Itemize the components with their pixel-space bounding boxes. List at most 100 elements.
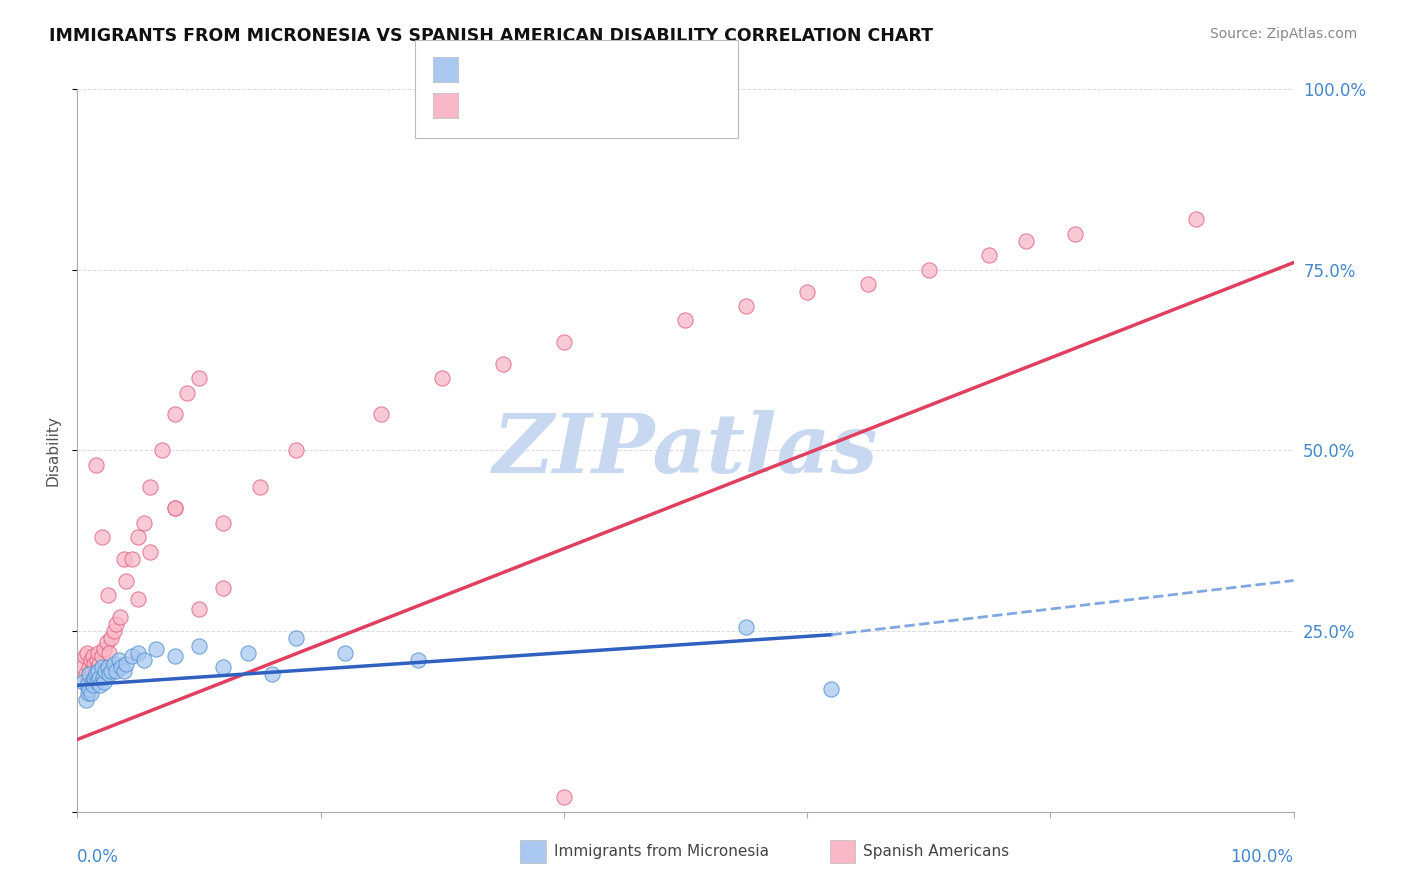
- Point: [76, 678, 98, 692]
- Point: [333, 646, 356, 660]
- Point: [735, 299, 758, 313]
- Point: [72, 674, 94, 689]
- Point: [796, 285, 818, 299]
- Point: [110, 660, 132, 674]
- Point: [105, 664, 128, 678]
- Point: [553, 334, 575, 349]
- Point: [93, 674, 115, 689]
- Point: [139, 544, 162, 558]
- Point: [87, 646, 110, 660]
- Point: [89, 678, 111, 692]
- Point: [285, 632, 308, 646]
- Point: [76, 646, 98, 660]
- Point: [80, 674, 103, 689]
- Text: IMMIGRANTS FROM MICRONESIA VS SPANISH AMERICAN DISABILITY CORRELATION CHART: IMMIGRANTS FROM MICRONESIA VS SPANISH AM…: [49, 27, 934, 45]
- Point: [79, 681, 101, 696]
- Text: R =: R =: [467, 61, 506, 78]
- Point: [105, 616, 128, 631]
- Point: [127, 530, 149, 544]
- Point: [370, 407, 392, 421]
- Point: [856, 277, 879, 292]
- Point: [97, 588, 120, 602]
- Point: [249, 480, 271, 494]
- Point: [97, 646, 120, 660]
- Point: [134, 653, 156, 667]
- Text: 0.182: 0.182: [506, 61, 564, 78]
- Point: [112, 664, 135, 678]
- Text: R =: R =: [467, 96, 506, 114]
- Point: [108, 609, 131, 624]
- Point: [103, 657, 125, 671]
- Y-axis label: Disability: Disability: [45, 415, 60, 486]
- Text: 59: 59: [609, 96, 634, 114]
- Point: [82, 678, 104, 692]
- Point: [675, 313, 697, 327]
- Point: [82, 649, 104, 664]
- Point: [107, 653, 129, 667]
- Point: [188, 602, 211, 616]
- Point: [72, 660, 94, 674]
- Point: [84, 664, 107, 678]
- Point: [115, 657, 138, 671]
- Point: [89, 671, 111, 685]
- Point: [152, 443, 174, 458]
- Point: [84, 458, 107, 472]
- Point: [90, 530, 112, 544]
- Point: [103, 624, 125, 639]
- Text: Immigrants from Micronesia: Immigrants from Micronesia: [554, 845, 769, 859]
- Point: [139, 480, 162, 494]
- Point: [100, 664, 122, 678]
- Text: 0.0%: 0.0%: [77, 847, 120, 866]
- Point: [73, 649, 96, 664]
- Point: [127, 646, 149, 660]
- Text: Spanish Americans: Spanish Americans: [863, 845, 1010, 859]
- Point: [75, 692, 97, 706]
- Point: [77, 685, 100, 699]
- Point: [89, 664, 111, 678]
- Point: [86, 653, 108, 667]
- Point: [97, 667, 120, 681]
- Point: [100, 632, 122, 646]
- Point: [121, 551, 143, 566]
- Text: 100.0%: 100.0%: [1230, 847, 1294, 866]
- Point: [820, 681, 842, 696]
- Point: [89, 657, 111, 671]
- Point: [91, 671, 114, 685]
- Point: [80, 653, 103, 667]
- Text: ZIPatlas: ZIPatlas: [492, 410, 879, 491]
- Point: [176, 385, 198, 400]
- Point: [163, 501, 186, 516]
- Point: [553, 790, 575, 805]
- Point: [1015, 234, 1038, 248]
- Point: [735, 620, 758, 634]
- Text: N =: N =: [569, 96, 609, 114]
- Text: 0.672: 0.672: [506, 96, 562, 114]
- Point: [163, 501, 186, 516]
- Point: [80, 685, 103, 699]
- Point: [1063, 227, 1085, 241]
- Text: Source: ZipAtlas.com: Source: ZipAtlas.com: [1209, 27, 1357, 41]
- Point: [212, 581, 235, 595]
- Point: [79, 660, 101, 674]
- Point: [127, 591, 149, 606]
- Point: [79, 667, 101, 681]
- Point: [87, 664, 110, 678]
- Point: [77, 671, 100, 685]
- Point: [75, 667, 97, 681]
- Point: [212, 516, 235, 530]
- Point: [86, 674, 108, 689]
- Point: [96, 635, 118, 649]
- Point: [94, 664, 117, 678]
- Point: [83, 657, 105, 671]
- Point: [212, 660, 235, 674]
- Point: [83, 671, 105, 685]
- Point: [97, 660, 120, 674]
- Point: [285, 443, 308, 458]
- Point: [236, 646, 259, 660]
- Point: [115, 574, 138, 588]
- Point: [1185, 212, 1208, 227]
- Point: [188, 371, 211, 385]
- Point: [430, 371, 453, 385]
- Point: [406, 653, 429, 667]
- Point: [121, 649, 143, 664]
